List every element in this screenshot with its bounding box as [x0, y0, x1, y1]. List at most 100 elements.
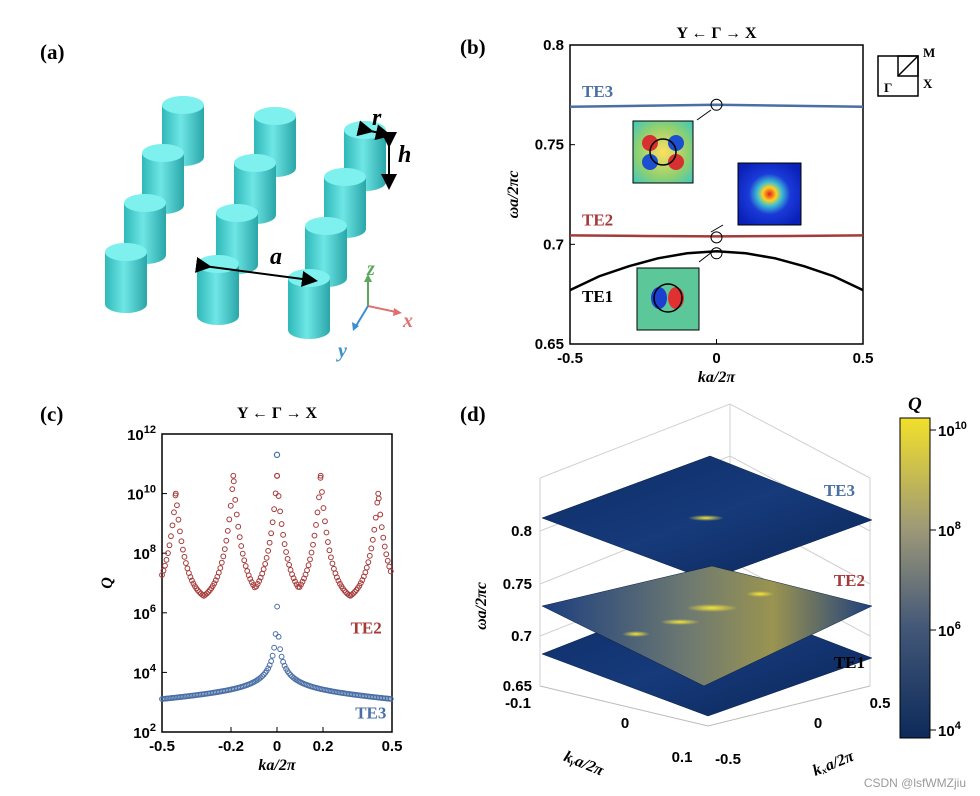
te2-point — [229, 486, 236, 493]
lattice-illustration: a r h z x y — [105, 96, 413, 362]
te2-point — [323, 529, 330, 536]
te2-point — [384, 557, 391, 564]
te3-point — [281, 662, 288, 669]
te2-point — [371, 526, 378, 533]
te2-point — [263, 554, 270, 561]
te2-point — [166, 542, 173, 549]
dim-a-arrow — [195, 257, 318, 287]
band-te2 — [569, 234, 864, 238]
ky-axis-label: kᵧa/2π — [561, 748, 607, 780]
y-tick-label: 1012 — [127, 424, 156, 444]
x-tick-label: -0.5 — [149, 738, 175, 755]
axis-y-label: y — [336, 340, 347, 362]
te2-point — [241, 557, 248, 564]
te2-point — [177, 528, 183, 535]
te3-point — [274, 603, 281, 610]
te3-point — [272, 631, 279, 637]
te2-point — [203, 590, 210, 597]
te2-point — [319, 489, 325, 495]
te2-point — [359, 577, 366, 583]
te2-point — [290, 575, 297, 582]
te2-point — [381, 543, 388, 550]
te3-point — [271, 644, 278, 651]
band-te1 — [569, 250, 864, 292]
z-tick-label: 0.7 — [511, 628, 532, 645]
te2-point — [189, 577, 195, 584]
te2-point — [233, 511, 240, 518]
te2-point — [304, 567, 310, 574]
te2-point — [283, 549, 289, 555]
te2-point — [235, 523, 242, 530]
te2-point — [183, 560, 189, 566]
te2-point — [265, 547, 272, 554]
bz-label-m: M — [923, 45, 935, 60]
mode-inset-te3 — [632, 120, 694, 184]
bz-label-gamma: Γ — [884, 80, 892, 95]
te3-point — [269, 652, 276, 659]
te2-point — [366, 552, 373, 559]
x-tick-label: 0 — [273, 738, 281, 755]
q-factor-plot: Y ← Γ → X -0.5 -0.2 0 0.2 0.5 102 104 106 108 1010… — [99, 405, 403, 774]
te2-point — [163, 556, 170, 563]
surface-label-te3: TE3 — [824, 481, 855, 500]
x-tick-label: 0.5 — [382, 738, 403, 755]
te2-point — [280, 531, 286, 538]
gamma-marker — [710, 98, 723, 111]
band-label-te3: TE3 — [582, 82, 613, 101]
te2-point — [217, 565, 224, 571]
te2-point — [187, 574, 194, 580]
te2-point — [256, 578, 263, 584]
panel-a: (a) a r h z x y — [0, 0, 460, 400]
kx-tick-label: -0.5 — [715, 751, 741, 768]
band-te3 — [569, 103, 864, 109]
te2-point — [218, 559, 225, 566]
te2-peak-point — [317, 472, 324, 479]
te3-point — [275, 633, 282, 640]
te2-point — [357, 580, 364, 587]
surface-label-te2: TE2 — [834, 571, 865, 590]
te2-point — [335, 577, 342, 584]
colorbar-tick-label: 106 — [938, 620, 961, 640]
mode-inset-te2 — [737, 162, 802, 226]
te2-point — [305, 562, 312, 569]
te3-point — [277, 646, 284, 653]
te2-point — [272, 490, 279, 497]
kx-tick-label: 0 — [814, 715, 822, 732]
q-surface-plot: 0.65 0.7 0.75 0.8 ωa/2πc TE3 TE2 TE1 -0.1 0 0.1 kᵧa… — [473, 396, 967, 780]
te2-point — [317, 474, 324, 481]
y-axis-label: Q — [99, 577, 116, 589]
te2-point — [386, 563, 393, 570]
cylinder — [105, 243, 147, 313]
te2-point — [174, 502, 180, 509]
te2-point — [369, 536, 376, 543]
te2-point — [378, 524, 385, 531]
y-tick-label: 108 — [133, 543, 156, 563]
y-tick-label: 104 — [133, 662, 157, 682]
te2-point — [299, 578, 306, 585]
te2-point — [275, 493, 282, 499]
cylinder — [197, 255, 239, 325]
watermark: CSDN @lsfWMZjiu — [863, 776, 966, 790]
te2-point — [230, 478, 237, 485]
ky-tick-label: 0 — [621, 715, 629, 732]
te2-point — [350, 590, 357, 597]
colorbar-tick-label: 108 — [938, 520, 961, 540]
y-tick-label: 106 — [133, 603, 156, 623]
te3-point — [268, 658, 275, 665]
panel-a-label: (a) — [40, 40, 65, 64]
te2-point — [212, 577, 219, 584]
te2-point — [266, 539, 273, 546]
te2-point — [221, 546, 228, 552]
z-tick-label: 0.75 — [503, 576, 532, 593]
x-tick-label: 0.2 — [313, 738, 334, 755]
panel-c-label: (c) — [40, 402, 64, 426]
y-tick-label: 0.8 — [543, 37, 564, 54]
series-label-te2: TE2 — [351, 619, 382, 638]
te2-point — [307, 556, 313, 563]
x-tick-label: 0 — [712, 350, 720, 367]
axis-z-label: z — [366, 258, 375, 280]
y-tick-label: 0.75 — [535, 137, 564, 154]
surface-label-te1: TE1 — [834, 653, 865, 672]
surface-te2 — [541, 565, 873, 687]
te2-point — [239, 550, 246, 557]
